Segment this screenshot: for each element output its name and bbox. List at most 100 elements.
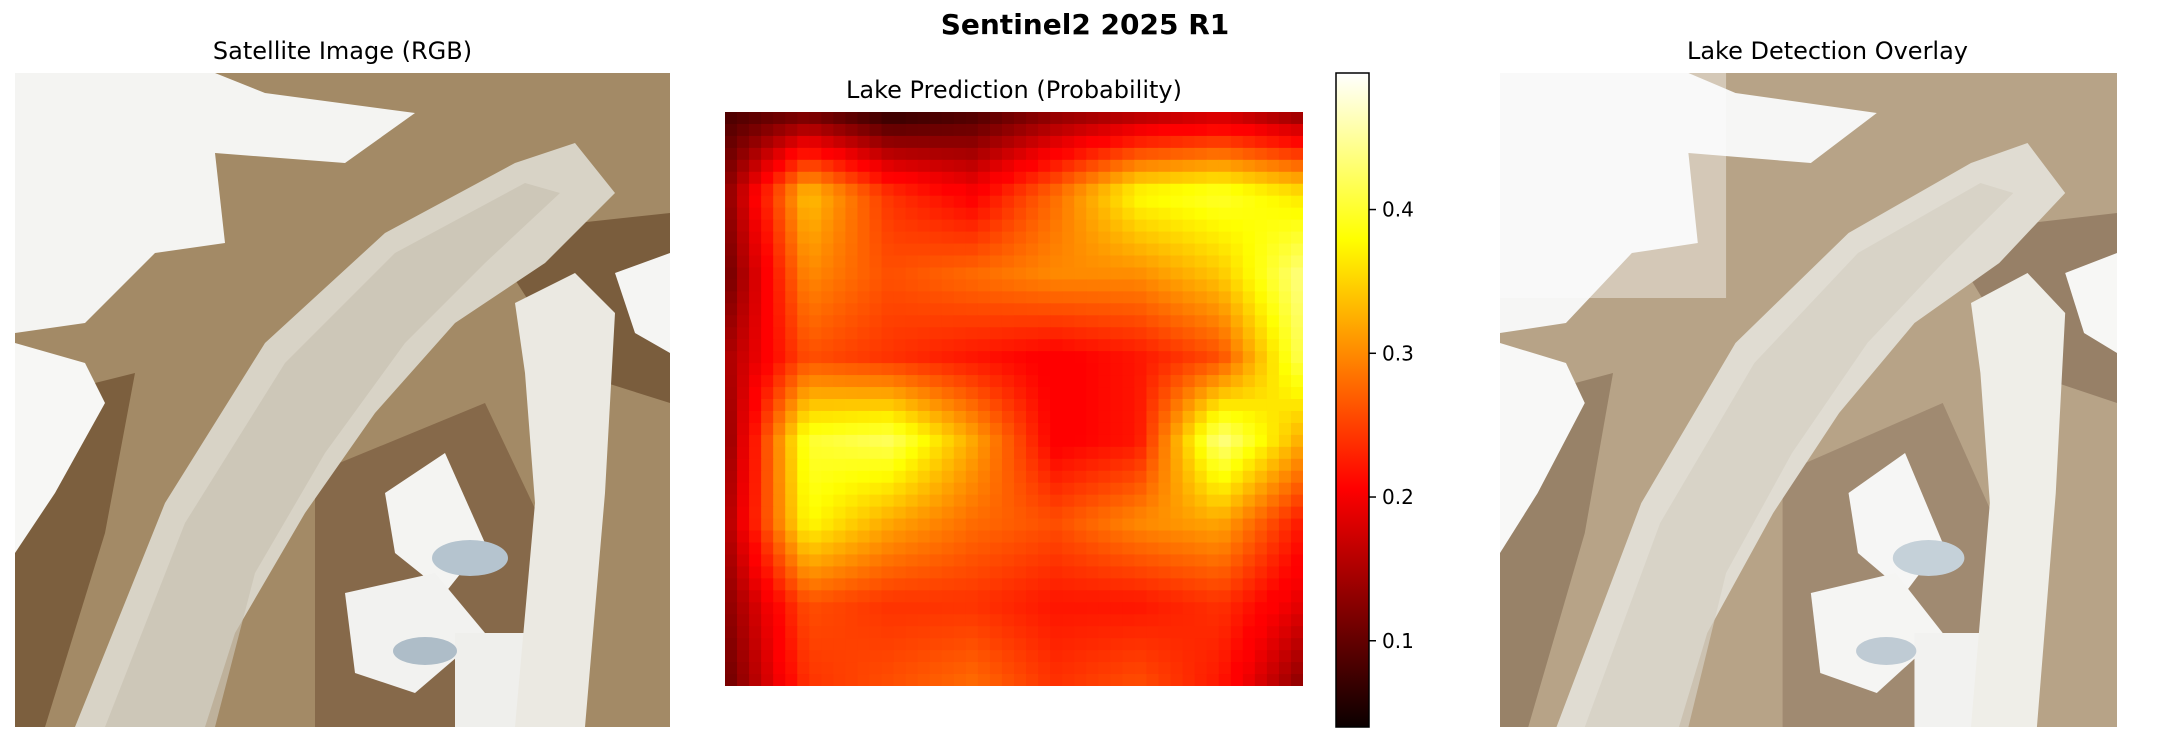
heatmap-cell: [1098, 482, 1111, 496]
heatmap-cell: [1014, 351, 1027, 364]
heatmap-cell: [737, 315, 750, 328]
heatmap-cell: [1026, 183, 1039, 197]
heatmap-cell: [821, 494, 834, 508]
heatmap-cell: [737, 674, 750, 686]
heatmap-cell: [1278, 231, 1292, 245]
heatmap-cell: [1242, 267, 1256, 281]
heatmap-cell: [989, 626, 1003, 639]
heatmap-cell: [1218, 327, 1232, 340]
heatmap-cell: [785, 243, 798, 257]
heatmap-cell: [1050, 363, 1063, 376]
heatmap-cell: [1098, 303, 1111, 316]
heatmap-cell: [1001, 183, 1015, 197]
heatmap-cell: [1038, 291, 1051, 304]
heatmap-cell: [1062, 219, 1075, 233]
heatmap-cell: [1050, 267, 1063, 281]
heatmap-cell: [857, 554, 871, 568]
heatmap-cell: [1038, 470, 1051, 484]
heatmap-cell: [1158, 243, 1172, 257]
heatmap-cell: [929, 506, 943, 520]
heatmap-cell: [1242, 255, 1256, 269]
heatmap-cell: [1074, 542, 1087, 556]
heatmap-cell: [1062, 291, 1075, 304]
heatmap-cell: [809, 375, 822, 388]
heatmap-cell: [977, 410, 991, 424]
heatmap-cell: [773, 614, 786, 627]
heatmap-cell: [725, 255, 738, 269]
heatmap-cell: [1134, 183, 1148, 197]
heatmap-cell: [1158, 566, 1172, 579]
heatmap-cell: [785, 351, 798, 364]
heatmap-cell: [1050, 542, 1063, 556]
heatmap-cell: [1110, 494, 1123, 508]
heatmap-cell: [1218, 171, 1232, 185]
heatmap-cell: [1206, 674, 1220, 686]
heatmap-cell: [989, 674, 1003, 686]
heatmap-cell: [833, 662, 847, 675]
heatmap-cell: [1074, 614, 1087, 627]
heatmap-cell: [1266, 542, 1280, 556]
heatmap-cell: [1086, 566, 1099, 579]
heatmap-cell: [1230, 458, 1244, 472]
heatmap-cell: [1254, 674, 1268, 686]
heatmap-cell: [797, 662, 810, 675]
heatmap-cell: [773, 171, 786, 185]
heatmap-cell: [821, 434, 834, 448]
heatmap-cell: [1122, 147, 1136, 161]
heatmap-cell: [857, 363, 871, 376]
heatmap-cell: [725, 267, 738, 281]
heatmap-cell: [821, 339, 834, 352]
heatmap-cell: [1278, 291, 1292, 304]
heatmap-cell: [857, 446, 871, 460]
heatmap-cell: [929, 434, 943, 448]
heatmap-cell: [881, 159, 895, 173]
heatmap-cell: [1086, 650, 1099, 663]
heatmap-cell: [1242, 506, 1256, 520]
heatmap-cell: [1278, 410, 1292, 424]
heatmap-cell: [1266, 231, 1280, 245]
heatmap-cell: [1230, 387, 1244, 400]
heatmap-cell: [1230, 626, 1244, 639]
heatmap-cell: [1050, 351, 1063, 364]
heatmap-cell: [977, 650, 991, 663]
heatmap-cell: [1254, 446, 1268, 460]
heatmap-cell: [845, 327, 859, 340]
heatmap-cell: [905, 291, 919, 304]
heatmap-cell: [845, 195, 859, 209]
heatmap-cell: [1182, 482, 1196, 496]
heatmap-cell: [1266, 339, 1280, 352]
heatmap-cell: [1254, 399, 1268, 412]
heatmap-cell: [1001, 482, 1015, 496]
heatmap-cell: [857, 399, 871, 412]
heatmap-cell: [1230, 422, 1244, 436]
heatmap-cell: [737, 327, 750, 340]
heatmap-cell: [1062, 458, 1075, 472]
heatmap-cell: [989, 422, 1003, 436]
heatmap-cell: [1254, 339, 1268, 352]
heatmap-cell: [1218, 291, 1232, 304]
heatmap-cell: [1206, 315, 1220, 328]
heatmap-cell: [1026, 626, 1039, 639]
heatmap-cell: [1001, 267, 1015, 281]
heatmap-cell: [1050, 422, 1063, 436]
heatmap-cell: [941, 219, 955, 233]
heatmap-cell: [857, 291, 871, 304]
heatmap-cell: [1001, 171, 1015, 185]
heatmap-cell: [1278, 650, 1292, 663]
heatmap-cell: [929, 578, 943, 591]
heatmap-cell: [1038, 626, 1051, 639]
heatmap-cell: [1230, 207, 1244, 221]
heatmap-cell: [809, 638, 822, 651]
heatmap-cell: [857, 327, 871, 340]
heatmap-cell: [1230, 650, 1244, 663]
heatmap-cell: [1194, 363, 1208, 376]
heatmap-cell: [1062, 255, 1075, 269]
heatmap-cell: [809, 422, 822, 436]
heatmap-cell: [1182, 458, 1196, 472]
heatmap-cell: [1242, 243, 1256, 257]
heatmap-cell: [1074, 279, 1087, 292]
heatmap-cell: [1122, 626, 1136, 639]
heatmap-cell: [1074, 518, 1087, 532]
heatmap-cell: [857, 590, 871, 603]
heatmap-cell: [737, 112, 750, 125]
